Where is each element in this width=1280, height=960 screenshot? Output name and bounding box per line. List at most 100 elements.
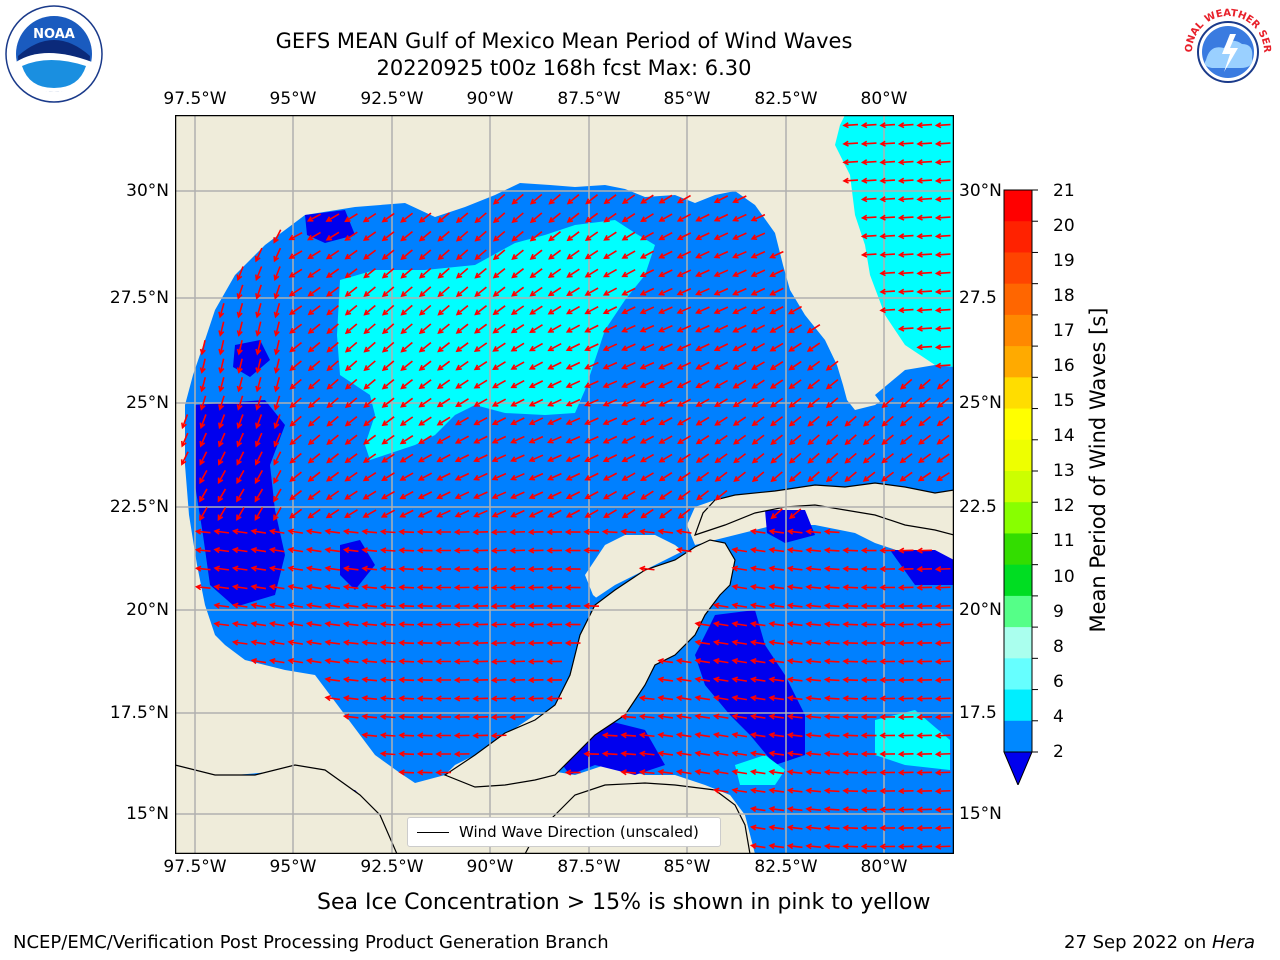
wind-wave-arrowhead: [273, 274, 280, 282]
wind-wave-arrowhead: [527, 565, 535, 573]
wind-wave-arrowhead: [362, 216, 370, 223]
wind-wave-arrow: [751, 232, 766, 240]
wind-wave-arrow: [622, 380, 636, 388]
wind-wave-arrow: [382, 323, 395, 334]
wind-wave-arrow: [493, 286, 506, 297]
wind-wave-arrowhead: [565, 327, 573, 333]
wind-wave-arrowhead: [565, 363, 573, 370]
wind-wave-arrowhead: [823, 806, 831, 813]
wind-wave-arrow: [659, 435, 673, 444]
wind-wave-arrow: [270, 604, 285, 608]
wind-wave-arrow: [788, 733, 803, 738]
wind-wave-arrowhead: [436, 456, 443, 463]
wind-wave-arrowhead: [236, 293, 243, 300]
wind-wave-arrow: [677, 361, 692, 370]
wind-wave-arrowhead: [879, 584, 886, 591]
wind-wave-arrow: [843, 549, 859, 552]
wind-wave-arrow: [917, 179, 933, 182]
wind-wave-arrowhead: [825, 439, 833, 446]
wind-wave-arrowhead: [602, 382, 610, 389]
wind-wave-arrow: [715, 379, 728, 389]
wind-wave-arrowhead: [199, 440, 206, 448]
wind-wave-arrowhead: [749, 787, 757, 794]
wind-wave-arrowhead: [770, 457, 777, 464]
wind-wave-arrowhead: [768, 843, 776, 850]
wind-wave-arrow: [530, 268, 543, 278]
wind-wave-arrowhead: [288, 271, 296, 278]
wind-wave-arrow: [530, 249, 543, 260]
wind-wave-arrowhead: [236, 367, 243, 374]
wind-wave-arrowhead: [768, 584, 776, 591]
wind-wave-arrowhead: [879, 270, 886, 277]
wind-wave-arrow: [437, 397, 451, 408]
wind-wave-arrow: [548, 454, 562, 462]
wind-wave-arrowhead: [768, 602, 776, 609]
wind-wave-arrowhead: [379, 565, 387, 572]
wind-wave-arrow: [659, 343, 673, 351]
wind-wave-arrowhead: [344, 216, 351, 223]
wind-wave-arrowhead: [676, 401, 684, 407]
wind-wave-arrowhead: [307, 327, 315, 334]
wind-wave-arrowhead: [621, 400, 628, 407]
wind-wave-arrowhead: [788, 457, 796, 464]
wind-wave-arrowhead: [640, 216, 647, 223]
wind-wave-arrow: [308, 305, 321, 315]
wind-wave-arrowhead: [566, 235, 573, 242]
wind-wave-arrowhead: [823, 750, 831, 757]
wind-wave-arrow: [826, 378, 839, 390]
wind-wave-arrow: [640, 306, 655, 314]
wind-wave-arrowhead: [528, 382, 536, 389]
wind-wave-arrowhead: [254, 514, 261, 521]
wind-wave-arrow: [492, 660, 507, 663]
wind-wave-arrow: [308, 360, 321, 371]
wind-wave-arrow: [843, 715, 859, 719]
wind-wave-arrowhead: [435, 602, 442, 610]
wind-wave-arrow: [751, 306, 766, 314]
wind-wave-arrowhead: [842, 122, 849, 129]
wind-wave-arrowhead: [528, 493, 536, 500]
wind-wave-arrow: [236, 469, 245, 484]
wind-wave-arrow: [825, 789, 840, 793]
wind-wave-arrow: [843, 697, 859, 700]
colorbar-segment: [1004, 190, 1032, 222]
colorbar-segment: [1004, 502, 1032, 534]
wind-wave-arrow: [254, 507, 264, 520]
wind-wave-arrowhead: [881, 475, 888, 482]
wind-wave-arrow: [362, 734, 378, 737]
map-border: [175, 115, 954, 854]
wind-wave-arrowhead: [842, 843, 849, 850]
wind-wave-arrow: [733, 232, 747, 240]
wind-wave-arrow: [806, 530, 822, 534]
wind-wave-arrowhead: [879, 214, 886, 221]
wind-wave-arrowhead: [529, 272, 536, 279]
wind-wave-arrowhead: [695, 401, 702, 407]
wind-wave-arrowhead: [416, 658, 424, 665]
wind-wave-arrow: [326, 471, 340, 482]
wind-wave-arrowhead: [511, 198, 518, 205]
wind-wave-arrowhead: [620, 750, 627, 757]
colorbar-title: Mean Period of Wind Waves [s]: [1086, 307, 1110, 633]
wind-wave-arrowhead: [565, 419, 573, 426]
wind-wave-arrowhead: [326, 290, 333, 297]
wind-wave-arrow: [862, 197, 877, 201]
wind-wave-arrow: [233, 604, 248, 608]
wind-wave-arrowhead: [675, 528, 683, 535]
wind-wave-arrowhead: [474, 235, 481, 242]
wind-wave-arrow: [308, 490, 321, 500]
wind-wave-arrow: [325, 622, 341, 627]
wind-wave-arrow: [345, 397, 358, 408]
wind-wave-arrowhead: [254, 496, 261, 503]
wind-wave-arrow: [199, 432, 208, 447]
wind-wave-arrowhead: [250, 602, 258, 609]
wind-wave-arrowhead: [453, 750, 461, 758]
wind-wave-arrowhead: [288, 309, 296, 316]
wind-wave-arrowhead: [584, 345, 591, 352]
wind-wave-arrow: [254, 469, 264, 484]
wind-wave-arrow: [900, 434, 913, 445]
wind-wave-arrowhead: [769, 327, 776, 333]
wind-wave-arrow: [936, 678, 951, 682]
wind-wave-arrowhead: [844, 420, 851, 427]
colorbar-label: 15: [1053, 391, 1075, 411]
lon-tick-bottom: 82.5°W: [754, 857, 818, 877]
caribbean-patch-4-6: [735, 755, 785, 785]
